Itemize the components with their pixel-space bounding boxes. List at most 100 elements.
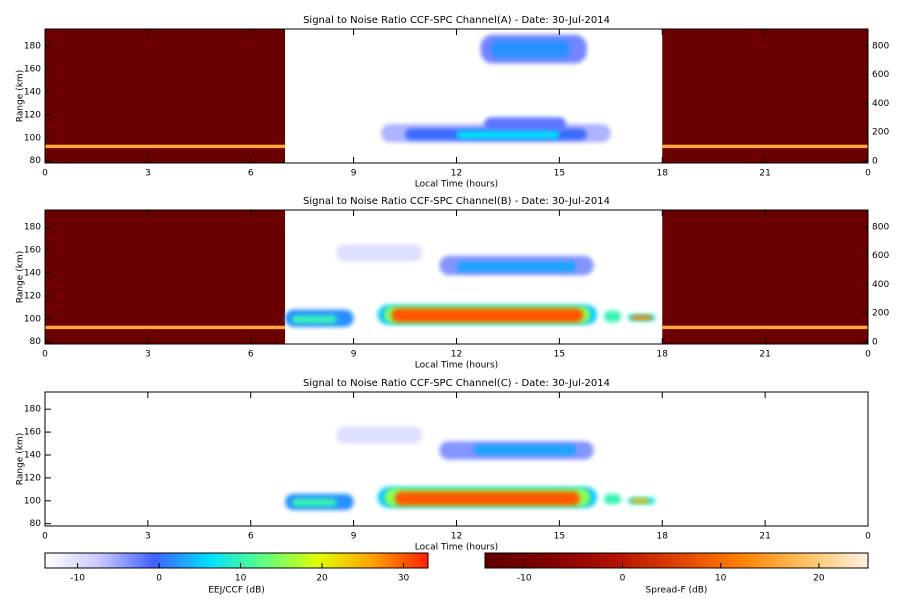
colorbar-cell	[778, 553, 783, 568]
colorbar-cell	[788, 553, 792, 568]
colorbar-cell	[268, 553, 273, 568]
colorbar-cell	[772, 553, 776, 568]
colorbar-cell	[673, 553, 677, 568]
colorbar-cell	[571, 553, 575, 568]
spread-f-region	[662, 29, 868, 163]
colorbar-cell	[545, 553, 550, 568]
colorbar-cell	[102, 553, 107, 568]
colorbar-cell	[711, 553, 716, 568]
y-tick-label: 80	[30, 337, 42, 347]
colorbar-cell	[858, 553, 863, 568]
colorbar-cell	[319, 553, 324, 568]
x-tick-label: 9	[351, 350, 357, 360]
y2-tick-label: 400	[872, 280, 889, 290]
colorbar-cell	[647, 553, 652, 568]
colorbar-cell	[169, 553, 174, 568]
colorbar-cell	[625, 553, 630, 568]
x-tick-label: 6	[248, 350, 254, 360]
echo-region	[394, 491, 580, 506]
colorbar-cell	[686, 553, 690, 568]
colorbar-tick-label: -10	[70, 574, 85, 584]
y-tick-label: 100	[24, 496, 41, 506]
colorbar-cell	[246, 553, 250, 568]
colorbar-cell	[622, 553, 626, 568]
colorbar-cell	[657, 553, 662, 568]
colorbar-cell	[341, 553, 346, 568]
colorbar-cell	[226, 553, 231, 568]
y2-tick-label: 600	[872, 251, 889, 261]
colorbar-cell	[753, 553, 757, 568]
colorbar-cell	[842, 553, 847, 568]
colorbar-cell	[293, 553, 298, 568]
colorbar-cell	[309, 553, 314, 568]
colorbar-cell	[210, 553, 215, 568]
x-tick-label: 15	[554, 532, 565, 542]
echo-region	[291, 498, 337, 507]
colorbar-cell	[494, 553, 499, 568]
colorbar-cell	[124, 553, 129, 568]
colorbar-cell	[99, 553, 103, 568]
colorbar-cell	[175, 553, 180, 568]
x-axis-label: Local Time (hours)	[415, 543, 498, 553]
colorbar-cell	[488, 553, 492, 568]
colorbar-cell	[599, 553, 604, 568]
colorbar-cell	[156, 553, 161, 568]
x-tick-label: 6	[248, 169, 254, 179]
spread-f-region	[662, 325, 868, 330]
colorbar-cell	[804, 553, 808, 568]
colorbar-cell	[153, 553, 158, 568]
colorbar-cell	[150, 553, 155, 568]
x-tick-label: 0	[42, 169, 48, 179]
colorbar-cell	[255, 553, 260, 568]
colorbar-cell	[564, 553, 569, 568]
colorbar-cell	[737, 553, 741, 568]
spread-f-region	[45, 210, 286, 344]
colorbar-cell	[702, 553, 706, 568]
y2-tick-label: 200	[872, 128, 889, 138]
colorbar-cell	[376, 553, 381, 568]
y2-tick-label: 600	[872, 70, 889, 80]
colorbar-cell	[708, 553, 713, 568]
colorbar-cell	[64, 553, 68, 568]
colorbar-cell	[548, 553, 553, 568]
x-tick-label: 0	[865, 532, 871, 542]
colorbar-cell	[83, 553, 87, 568]
colorbar-cell	[108, 553, 113, 568]
colorbar-cell	[769, 553, 773, 568]
colorbar-tick-label: 30	[398, 574, 410, 584]
colorbar-cell	[529, 553, 534, 568]
colorbar-cell	[855, 553, 859, 568]
colorbar-cell	[730, 553, 735, 568]
colorbar-cell	[775, 553, 780, 568]
colorbar-cell	[587, 553, 591, 568]
colorbar-cell	[392, 553, 397, 568]
colorbar-cell	[791, 553, 796, 568]
colorbar-cell	[612, 553, 617, 568]
colorbar-cell	[542, 553, 547, 568]
colorbar-cell	[214, 553, 218, 568]
colorbar-cell	[574, 553, 579, 568]
colorbar-cell	[609, 553, 614, 568]
colorbar-cell	[163, 553, 167, 568]
colorbar-cell	[746, 553, 751, 568]
colorbar-cell	[80, 553, 84, 568]
colorbar-cell	[628, 553, 633, 568]
colorbar-cell	[252, 553, 257, 568]
colorbar-cell	[281, 553, 285, 568]
colorbar-cell	[360, 553, 365, 568]
y-axis-label: Range (km)	[16, 70, 26, 122]
colorbar-cell	[258, 553, 263, 568]
colorbar-cell	[762, 553, 767, 568]
colorbar-cell	[845, 553, 850, 568]
colorbar-cell	[115, 553, 119, 568]
colorbar-cell	[536, 553, 540, 568]
colorbar-cell	[70, 553, 75, 568]
colorbar-cell	[832, 553, 837, 568]
colorbar-cell	[182, 553, 186, 568]
colorbar-cell	[593, 553, 598, 568]
colorbar-cell	[504, 553, 508, 568]
y2-tick-label: 800	[872, 41, 889, 51]
colorbar-cell	[230, 553, 234, 568]
colorbar-cell	[596, 553, 601, 568]
colorbar-cell	[580, 553, 585, 568]
